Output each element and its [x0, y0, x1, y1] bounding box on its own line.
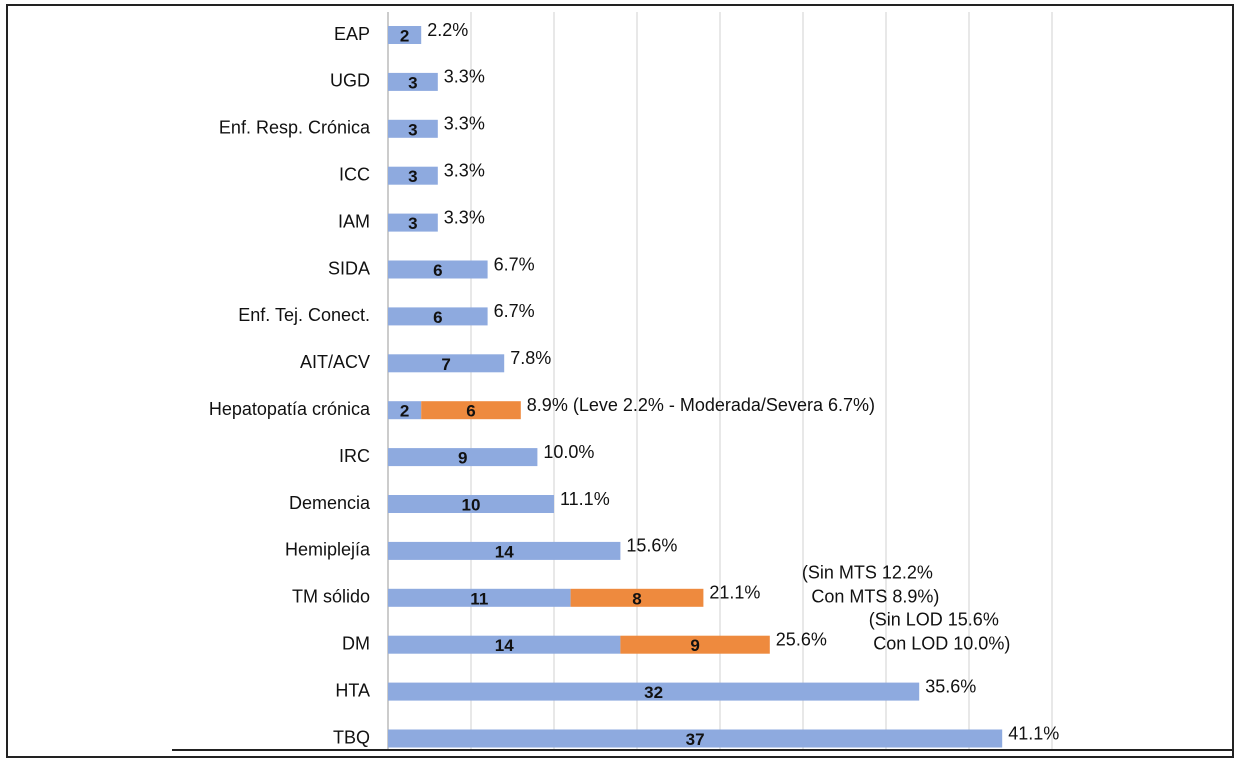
- category-label: Enf. Tej. Conect.: [238, 305, 370, 325]
- bar-value-label: 6: [466, 402, 475, 421]
- bar: [388, 166, 438, 185]
- bar-value-label: 11: [470, 589, 488, 608]
- bar: [388, 682, 920, 701]
- category-label: DM: [342, 633, 370, 653]
- note-label: (Sin LOD 15.6%: [869, 609, 999, 629]
- bar: [388, 260, 488, 279]
- bar-value-label: 37: [686, 730, 705, 749]
- category-label: TBQ: [333, 727, 370, 747]
- bar: [570, 588, 704, 607]
- bar-value-label: 7: [441, 355, 450, 374]
- category-label: AIT/ACV: [300, 352, 370, 372]
- bar-value-label: 2: [400, 402, 409, 421]
- bar-value-label: 6: [433, 308, 442, 327]
- bar: [388, 72, 438, 91]
- percent-label: 25.6%: [776, 629, 827, 649]
- category-label: SIDA: [328, 258, 370, 278]
- bar: [388, 354, 505, 373]
- category-label: Enf. Resp. Crónica: [219, 118, 371, 138]
- percent-label: 7.8%: [510, 348, 551, 368]
- percent-label: 15.6%: [626, 536, 677, 556]
- bar: [388, 119, 438, 138]
- category-label: EAP: [334, 24, 370, 44]
- percent-label: 6.7%: [494, 301, 535, 321]
- bar: [388, 307, 488, 326]
- bar-value-label: 9: [458, 449, 467, 468]
- bar-value-label: 3: [408, 73, 417, 92]
- bar: [388, 213, 438, 232]
- bar-value-label: 3: [408, 167, 417, 186]
- bar-value-label: 3: [408, 214, 417, 233]
- bar-value-label: 14: [495, 636, 514, 655]
- category-label: Demencia: [289, 493, 371, 513]
- note-label: (Sin MTS 12.2%: [802, 563, 933, 583]
- bar: [421, 401, 521, 420]
- percent-label: 3.3%: [444, 207, 485, 227]
- bar: [388, 541, 621, 560]
- bar: [388, 401, 422, 420]
- category-label: Hepatopatía crónica: [209, 399, 371, 419]
- category-label: IRC: [339, 446, 370, 466]
- category-label: IAM: [338, 211, 370, 231]
- frame: [6, 4, 1234, 758]
- percent-label: 3.3%: [444, 160, 485, 180]
- category-label: HTA: [335, 680, 370, 700]
- percent-label: 2.2%: [427, 20, 468, 40]
- category-label: TM sólido: [292, 587, 370, 607]
- bar: [620, 635, 770, 654]
- bar: [388, 588, 571, 607]
- note-label: Con MTS 8.9%): [811, 587, 939, 607]
- bar-value-label: 10: [462, 495, 481, 514]
- percent-label: 3.3%: [444, 67, 485, 87]
- percent-label: 10.0%: [543, 442, 594, 462]
- percent-label: 11.1%: [560, 489, 610, 509]
- bar-value-label: 3: [408, 120, 417, 139]
- bar-value-label: 8: [632, 589, 641, 608]
- percent-label: 8.9% (Leve 2.2% - Moderada/Severa 6.7%): [527, 395, 875, 415]
- category-label: UGD: [330, 71, 370, 91]
- bar-value-label: 32: [644, 683, 663, 702]
- bar: [388, 495, 554, 513]
- percent-label: 21.1%: [709, 583, 760, 603]
- bar-value-label: 2: [400, 26, 409, 45]
- category-label: ICC: [339, 164, 370, 184]
- bar: [388, 635, 621, 654]
- bar: [388, 448, 538, 467]
- bar: [388, 729, 1003, 748]
- category-label: Hemiplejía: [285, 540, 371, 560]
- bar: [388, 26, 422, 44]
- percent-label: 41.1%: [1008, 723, 1059, 743]
- bar-value-label: 9: [690, 636, 699, 655]
- percent-label: 6.7%: [494, 254, 535, 274]
- bar-value-label: 14: [495, 542, 514, 561]
- note-label: Con LOD 10.0%): [873, 633, 1010, 653]
- bar-value-label: 6: [433, 261, 442, 280]
- percent-label: 3.3%: [444, 114, 485, 134]
- percent-label: 35.6%: [925, 676, 976, 696]
